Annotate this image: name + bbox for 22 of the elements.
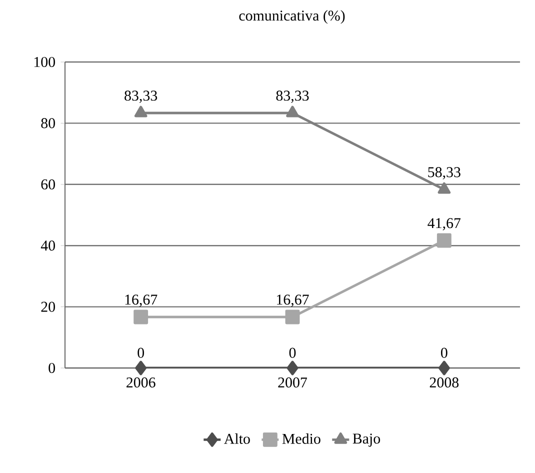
data-label: 0 — [289, 348, 296, 358]
legend-label: Alto — [224, 433, 250, 444]
chart-title: comunicativa (%) — [239, 10, 345, 24]
legend-label: Medio — [282, 433, 320, 444]
y-tick-label: 20 — [41, 302, 55, 312]
y-tick-label: 40 — [40, 240, 55, 251]
y-tick-label: 60 — [41, 179, 55, 190]
data-label: 16,67 — [277, 294, 309, 307]
data-label: 58,33 — [428, 167, 460, 180]
y-tick-label: 100 — [34, 56, 55, 68]
x-tick-label: 2007 — [278, 377, 308, 388]
legend-label: Bajo — [352, 434, 380, 447]
x-tick-label: 2006 — [126, 377, 156, 388]
data-label: 83,33 — [124, 90, 158, 103]
data-label: 41,67 — [428, 218, 461, 230]
data-label: 83,33 — [276, 90, 309, 103]
x-tick-label: 2008 — [430, 377, 459, 388]
data-label: 0 — [138, 348, 144, 358]
y-tick-label: 80 — [41, 118, 55, 128]
y-tick-label: 0 — [48, 362, 55, 374]
data-label: 0 — [440, 348, 448, 358]
data-label: 16,67 — [125, 294, 158, 307]
